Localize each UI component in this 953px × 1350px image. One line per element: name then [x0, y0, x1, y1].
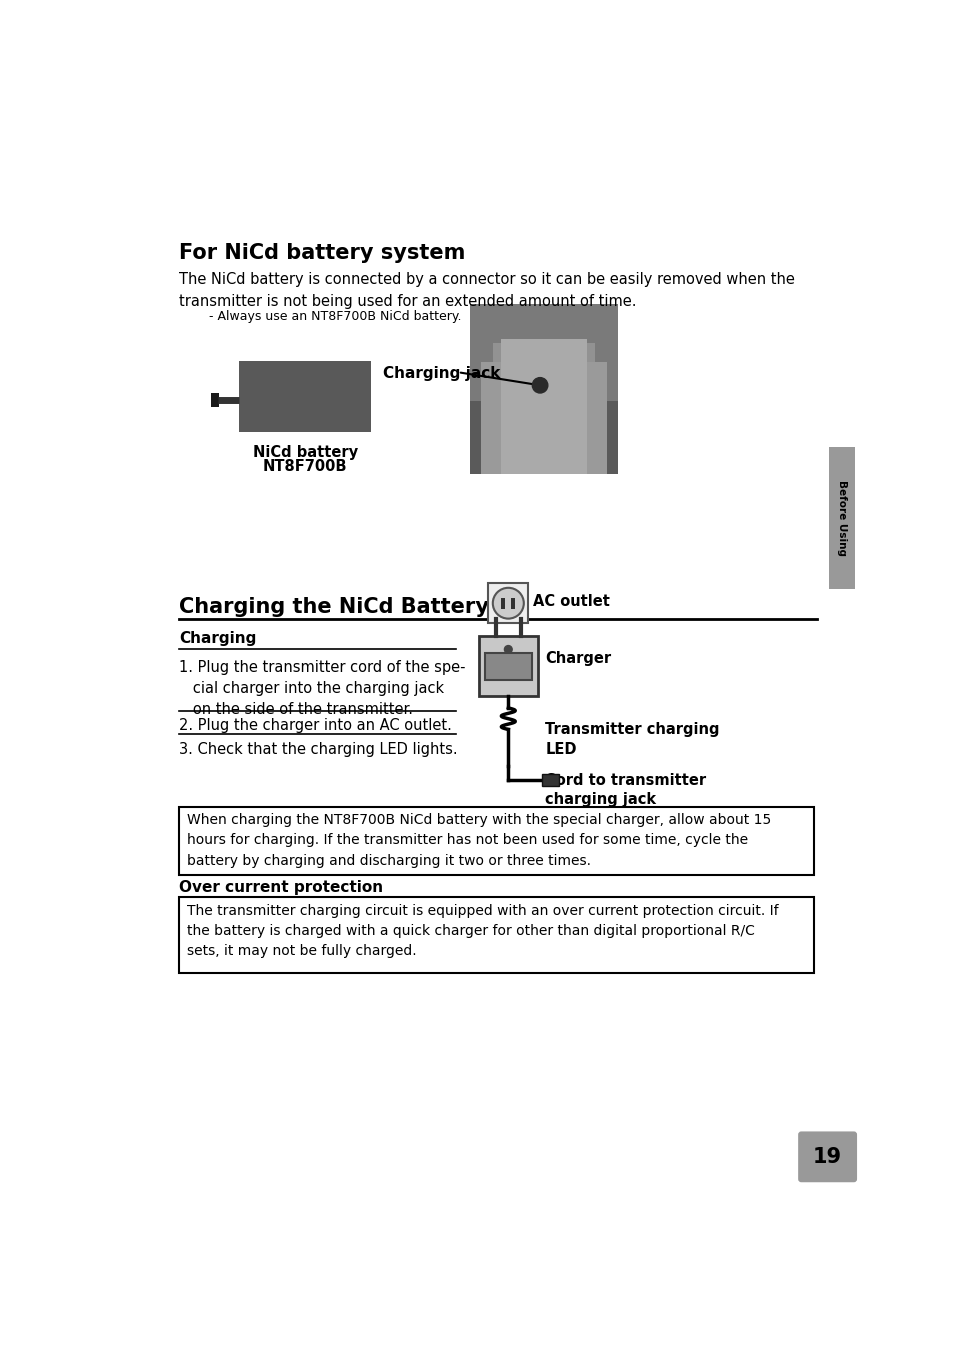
Text: Charging jack: Charging jack: [382, 366, 499, 381]
Text: NT8F700B: NT8F700B: [263, 459, 347, 474]
Bar: [478, 636, 537, 695]
Text: NiCd battery: NiCd battery: [253, 446, 357, 460]
Bar: [484, 653, 531, 680]
Text: Before Using: Before Using: [837, 481, 846, 556]
Text: AC outlet: AC outlet: [533, 594, 609, 609]
Text: Charger: Charger: [545, 651, 611, 666]
Bar: [179, 807, 814, 875]
Text: For NiCd battery system: For NiCd battery system: [179, 243, 465, 263]
Bar: [493, 343, 595, 397]
Text: 2. Plug the charger into an AC outlet.: 2. Plug the charger into an AC outlet.: [179, 718, 452, 733]
Text: Cord to transmitter
charging jack: Cord to transmitter charging jack: [545, 772, 706, 807]
Text: 19: 19: [812, 1148, 841, 1166]
Bar: [500, 598, 505, 609]
Text: The NiCd battery is connected by a connector so it can be easily removed when th: The NiCd battery is connected by a conne…: [179, 273, 794, 309]
Bar: [469, 401, 618, 474]
Bar: [239, 360, 371, 432]
Text: When charging the NT8F700B NiCd battery with the special charger, allow about 15: When charging the NT8F700B NiCd battery …: [187, 814, 770, 868]
FancyBboxPatch shape: [798, 1131, 856, 1183]
Circle shape: [532, 378, 547, 393]
Text: Charging: Charging: [179, 630, 256, 645]
Bar: [480, 362, 606, 474]
Bar: [500, 339, 587, 474]
Bar: [541, 774, 558, 787]
Text: Charging the NiCd Battery: Charging the NiCd Battery: [179, 597, 488, 617]
Text: 1. Plug the transmitter cord of the spe-
   cial charger into the charging jack
: 1. Plug the transmitter cord of the spe-…: [179, 660, 465, 717]
Circle shape: [493, 587, 523, 618]
Text: The transmitter charging circuit is equipped with an over current protection cir: The transmitter charging circuit is equi…: [187, 903, 778, 957]
Bar: [511, 598, 515, 609]
Bar: [508, 389, 579, 420]
Text: 3. Check that the charging LED lights.: 3. Check that the charging LED lights.: [179, 741, 457, 757]
Text: Over current protection: Over current protection: [179, 880, 383, 895]
Bar: [488, 583, 528, 624]
Text: - Always use an NT8F700B NiCd battery.: - Always use an NT8F700B NiCd battery.: [193, 310, 461, 323]
Bar: [469, 305, 618, 474]
Text: Transmitter charging
LED: Transmitter charging LED: [545, 722, 720, 756]
Bar: [179, 898, 814, 973]
Bar: [212, 393, 219, 406]
Circle shape: [504, 645, 512, 653]
Bar: [828, 447, 855, 590]
